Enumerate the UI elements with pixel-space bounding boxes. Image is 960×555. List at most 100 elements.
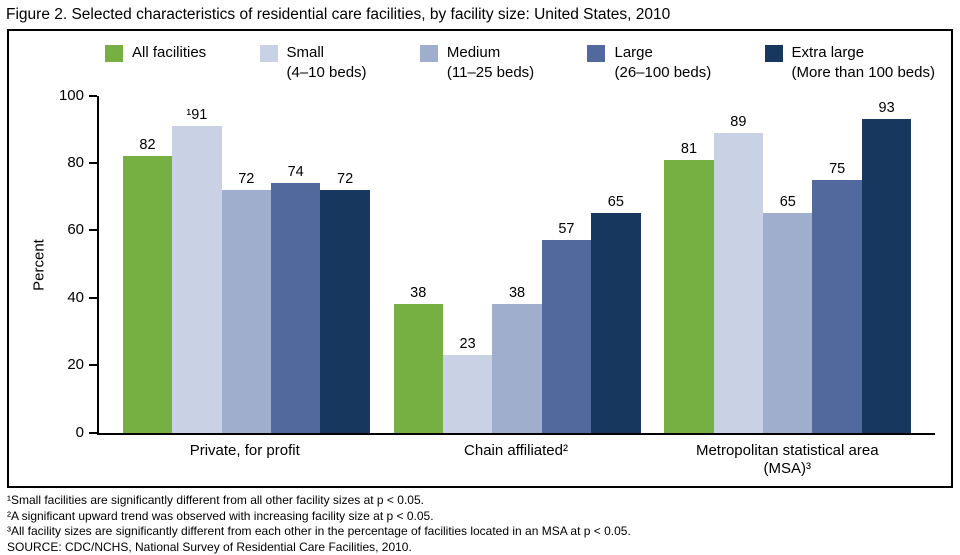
- bar: [664, 159, 714, 433]
- bar-value-label: 89: [730, 113, 747, 130]
- legend-label: Extra large: [791, 44, 865, 61]
- bar: [122, 156, 173, 433]
- y-axis-tick-label: 20: [67, 356, 84, 374]
- y-axis-tick: [89, 229, 97, 232]
- bar-slot: 74: [270, 96, 321, 433]
- legend: All facilities Small (4–10 beds) Medium (11–…: [9, 41, 951, 84]
- bar: [320, 189, 370, 433]
- bar-slot: 89: [713, 96, 764, 433]
- y-axis-tick-label: 60: [67, 221, 84, 239]
- legend-label: Medium: [446, 44, 501, 61]
- legend-text: Small (4–10 beds): [287, 43, 367, 84]
- y-axis-title: Percent: [30, 239, 48, 291]
- y-axis-tick: [89, 431, 97, 434]
- legend-text: Medium (11–25 beds): [447, 43, 534, 84]
- x-category-label-text: Chain affiliated²: [464, 441, 568, 459]
- bar-value-label: ¹91: [186, 106, 208, 123]
- legend-item: Small (4–10 beds): [259, 43, 367, 84]
- bar-group: 81 89 65 75 93: [664, 96, 912, 433]
- y-axis-tick: [89, 296, 97, 299]
- legend-item: Extra large (More than 100 beds): [764, 43, 935, 84]
- bar: [492, 304, 542, 433]
- bar: [713, 132, 764, 433]
- legend-text: Extra large (More than 100 beds): [792, 43, 935, 84]
- y-axis-tick: [89, 94, 97, 97]
- x-category-label: Metropolitan statistical area (MSA)³: [664, 442, 911, 480]
- bar-value-label: 93: [878, 100, 895, 117]
- legend-sublabel: (More than 100 beds): [791, 64, 935, 82]
- x-category-label-text: Metropolitan statistical area (MSA)³: [695, 441, 879, 478]
- bar-slot: 65: [591, 96, 641, 433]
- bar-value-label: 65: [779, 194, 796, 211]
- bar: [591, 213, 641, 433]
- legend-swatch: [259, 45, 278, 62]
- legend-item: All facilities: [105, 43, 206, 84]
- source-line: SOURCE: CDC/NCHS, National Survey of Res…: [7, 539, 412, 554]
- bar-slot: 72: [320, 96, 370, 433]
- bar-slot: 23: [442, 96, 493, 433]
- bar: [541, 240, 592, 433]
- x-category-label: Private, for profit: [121, 442, 368, 480]
- bar: [270, 183, 321, 433]
- bar-value-label: 38: [508, 285, 526, 302]
- x-labels: Private, for profit Chain affiliated² Metr…: [97, 442, 935, 480]
- y-axis-tick-label: 100: [58, 86, 84, 104]
- legend-sublabel: (11–25 beds): [446, 64, 535, 82]
- legend-text: All facilities: [132, 43, 206, 63]
- y-axis-tick-label: 0: [75, 423, 84, 441]
- bar-value-label: 38: [410, 285, 427, 302]
- bar: [393, 304, 443, 433]
- bar-slot: 38: [492, 96, 542, 433]
- bar-slot: 57: [541, 96, 592, 433]
- y-axis-tick: [89, 364, 97, 367]
- legend-item: Large (26–100 beds): [587, 43, 711, 84]
- bar-value-label: 72: [337, 170, 354, 187]
- chart-area: Percent 0 20 40 60 80 100 82 ¹91 72 74 72 38 23 38 57 6…: [30, 87, 935, 441]
- bar: [172, 125, 222, 433]
- bar-value-label: 81: [680, 140, 698, 157]
- legend-swatch: [587, 45, 606, 62]
- footnotes: ¹Small facilities are significantly diff…: [7, 493, 952, 555]
- legend-label: Small: [286, 44, 325, 61]
- bar-slot: 93: [861, 96, 912, 433]
- bar-slot: 72: [221, 96, 271, 433]
- legend-sublabel: (26–100 beds): [614, 64, 712, 82]
- footnote-3: ³All facility sizes are significantly di…: [7, 524, 631, 539]
- y-axis-tick: [89, 161, 97, 164]
- bar: [812, 179, 862, 433]
- bar: [861, 119, 912, 433]
- figure-title: Figure 2. Selected characteristics of re…: [6, 6, 671, 23]
- footnote-2: ²A significant upward trend was observed…: [7, 508, 434, 523]
- x-category-label-text: Private, for profit: [189, 441, 300, 459]
- y-axis-tick-label: 80: [67, 153, 84, 171]
- y-axis-tick-label: 40: [67, 288, 84, 306]
- bar-group: 82 ¹91 72 74 72: [122, 96, 370, 433]
- bar-value-label: 57: [558, 221, 575, 238]
- legend-label: Large: [614, 44, 653, 61]
- plot-area: 0 20 40 60 80 100 82 ¹91 72 74 72 38 23 38 57 65 81 89 65 7…: [59, 87, 935, 441]
- bar: [763, 213, 813, 433]
- bar: [442, 355, 493, 433]
- legend-swatch: [419, 45, 438, 62]
- bar: [221, 189, 271, 433]
- footnote-1: ¹Small facilities are significantly diff…: [7, 493, 424, 507]
- bar-slot: 75: [812, 96, 862, 433]
- legend-text: Large (26–100 beds): [614, 43, 711, 84]
- bar-value-label: 72: [238, 170, 255, 187]
- legend-item: Medium (11–25 beds): [419, 43, 534, 84]
- bar-slot: 82: [122, 96, 173, 433]
- bar-value-label: 75: [829, 160, 846, 177]
- bar-slot: 81: [664, 96, 714, 433]
- chart-frame: All facilities Small (4–10 beds) Medium (11–…: [7, 29, 953, 488]
- bar-slot: 65: [763, 96, 813, 433]
- bar-value-label: 23: [459, 336, 476, 352]
- legend-label: All facilities: [132, 44, 207, 61]
- bar-value-label: 82: [139, 137, 156, 154]
- bar-slot: 38: [393, 96, 443, 433]
- bar-slot: ¹91: [172, 96, 222, 433]
- bar-value-label: 74: [287, 164, 304, 181]
- x-category-label: Chain affiliated²: [393, 442, 640, 480]
- legend-sublabel: (4–10 beds): [286, 64, 367, 82]
- bar-group: 38 23 38 57 65: [393, 96, 641, 433]
- legend-swatch: [105, 45, 123, 62]
